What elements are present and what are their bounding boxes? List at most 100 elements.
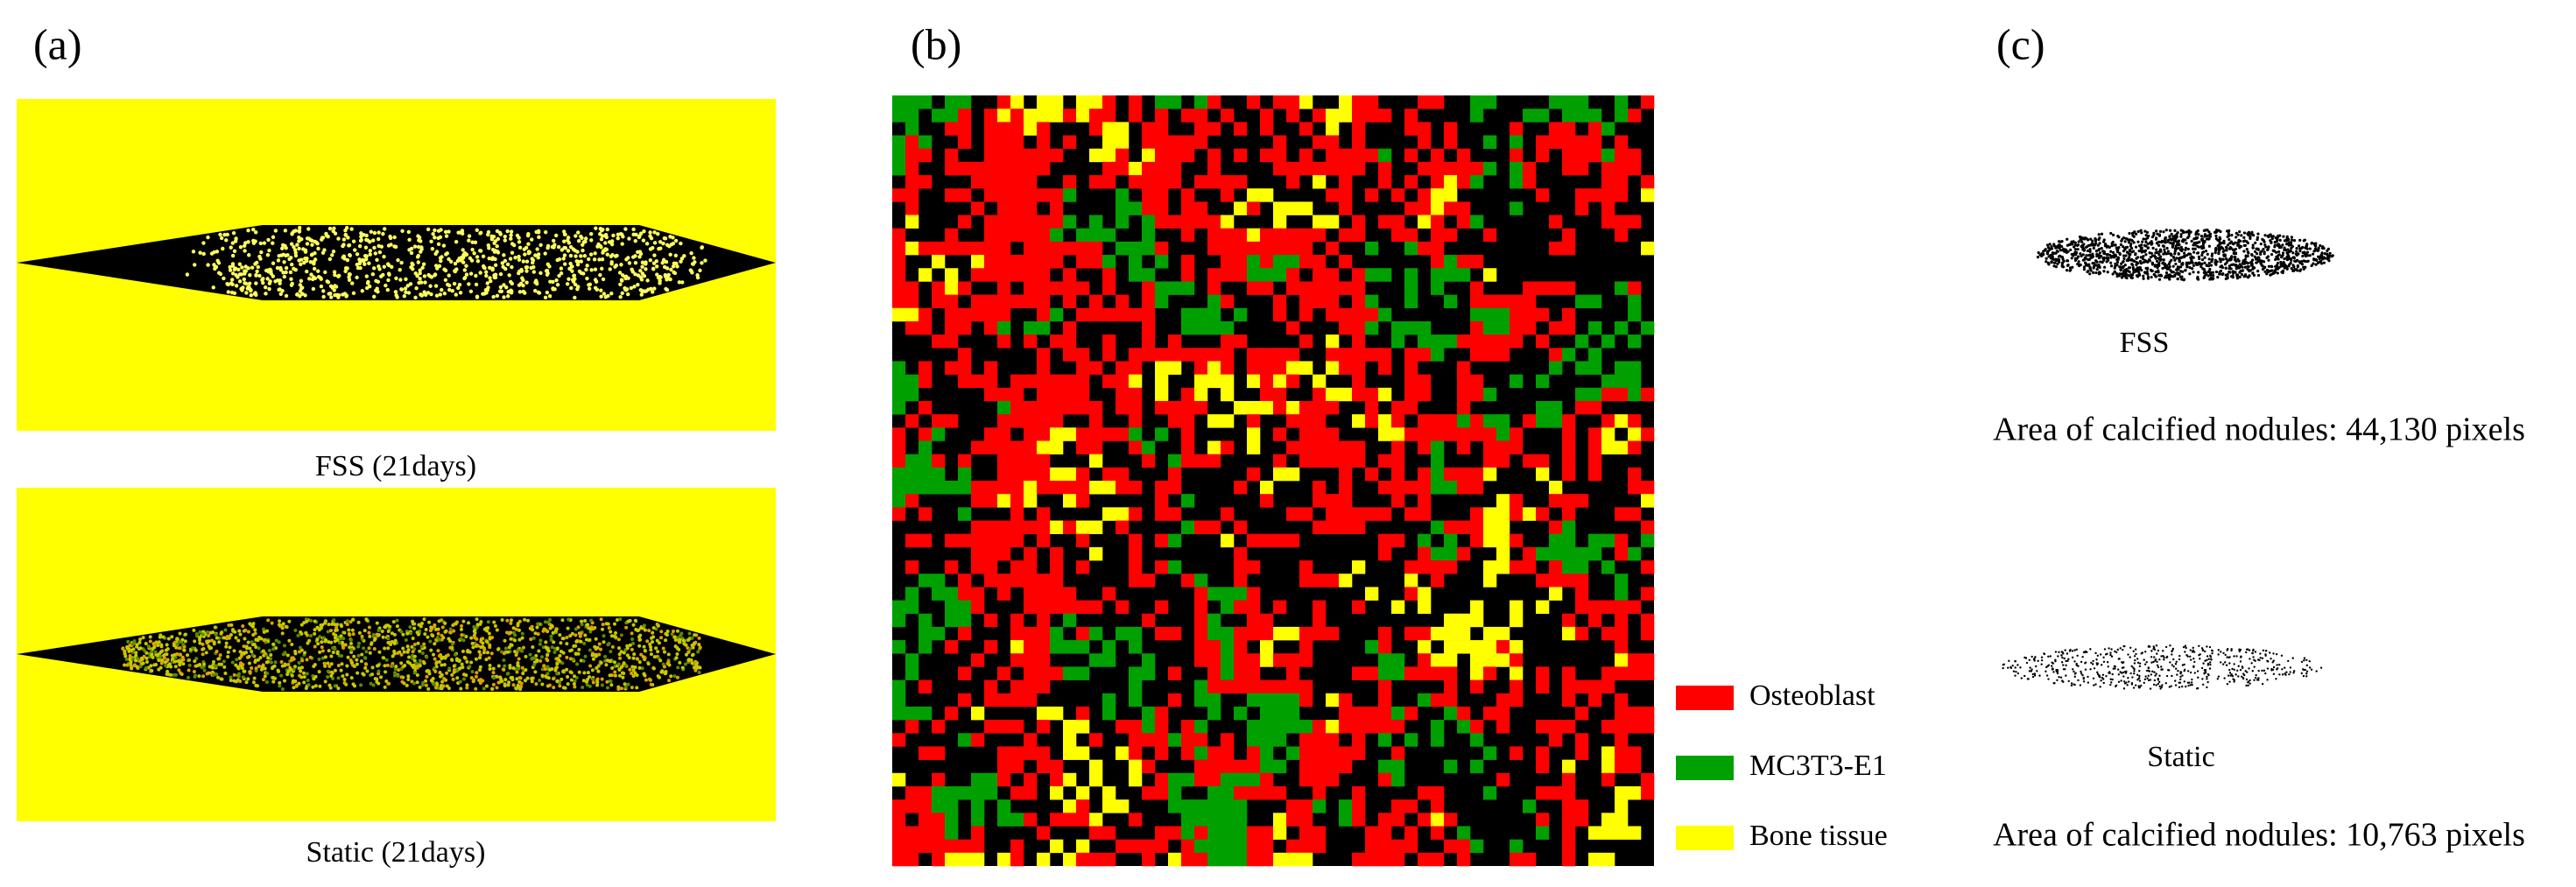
bone-dot: [348, 272, 352, 277]
bone-dot: [576, 238, 581, 243]
cell: [1089, 626, 1103, 641]
bone-dot: [254, 281, 258, 285]
cell: [892, 481, 906, 495]
cell: [1273, 307, 1287, 322]
cell: [1536, 574, 1550, 588]
cell-dot: [642, 644, 646, 649]
bone-dot: [645, 278, 650, 283]
nodule-dot: [2094, 271, 2098, 275]
bone-dot: [364, 254, 369, 258]
cell-dot: [586, 623, 590, 627]
cell: [1155, 374, 1169, 389]
bone-dot: [602, 292, 607, 296]
cell-dot: [619, 665, 623, 669]
cell: [1089, 546, 1103, 561]
cell-dot: [212, 659, 216, 664]
cell: [958, 122, 972, 136]
cell-dot: [357, 630, 362, 635]
cell: [945, 320, 959, 335]
cell-dot: [401, 632, 405, 637]
bone-dot: [651, 290, 655, 294]
bone-dot: [692, 256, 696, 260]
cell: [918, 268, 933, 282]
cell: [1076, 440, 1090, 454]
cell: [1431, 348, 1445, 362]
cell-dot: [197, 674, 201, 679]
cell-dot: [399, 675, 404, 679]
cell-dot: [298, 645, 302, 650]
cell-dot: [248, 646, 252, 651]
cell: [1391, 427, 1405, 441]
cell-dot: [605, 686, 609, 690]
bone-dot: [336, 274, 341, 278]
bone-dot: [523, 252, 527, 257]
bone-dot: [230, 241, 236, 245]
cell: [1050, 215, 1064, 229]
bone-dot: [361, 257, 365, 263]
nodule-dot: [2310, 264, 2313, 268]
cell-dot: [465, 686, 469, 690]
cell: [1615, 387, 1629, 402]
cell: [1181, 852, 1195, 867]
cell-dot: [280, 631, 285, 636]
cell-dot: [332, 618, 336, 623]
cell: [1628, 467, 1642, 482]
bone-dot: [545, 269, 550, 273]
bone-dot: [377, 230, 381, 235]
cell-dot: [441, 655, 446, 659]
cell-dot: [439, 674, 443, 679]
cell-dot: [293, 665, 298, 669]
cell: [1142, 320, 1156, 335]
cell-dot: [248, 671, 252, 675]
cell: [1221, 826, 1235, 840]
cell: [997, 481, 1011, 495]
cell: [1181, 307, 1195, 322]
cell-dot: [284, 624, 288, 629]
cell: [1404, 241, 1418, 256]
cell-dot: [577, 647, 581, 651]
bone-dot: [648, 234, 652, 238]
bone-dot: [403, 286, 408, 291]
cell: [1037, 440, 1051, 454]
cell-dot: [509, 618, 513, 623]
cell-dot: [347, 628, 351, 632]
cell: [1234, 520, 1248, 534]
cell-dot: [416, 641, 420, 645]
cell: [1299, 839, 1313, 854]
cell-dot: [130, 642, 135, 646]
cell-dot: [614, 630, 618, 635]
cell: [1378, 215, 1392, 229]
cell-dot: [198, 641, 202, 645]
cell: [1142, 706, 1156, 721]
cell: [905, 666, 919, 680]
cell: [1273, 626, 1287, 641]
bone-dot: [221, 246, 225, 251]
cell: [1286, 706, 1300, 721]
cell: [918, 361, 933, 375]
nodule-dot: [2173, 252, 2177, 256]
cell-dot: [572, 644, 576, 648]
cell-dot: [521, 672, 525, 676]
cell: [1641, 772, 1655, 787]
cell-dot: [419, 644, 424, 649]
cell: [1037, 374, 1051, 389]
cell: [1116, 361, 1130, 375]
cell: [905, 148, 919, 163]
cell-dot: [217, 640, 222, 644]
bone-dot: [517, 257, 522, 262]
bone-dot: [562, 232, 567, 236]
cell-dot: [575, 662, 580, 666]
cell: [1063, 481, 1077, 495]
cell: [1326, 733, 1340, 747]
cell-dot: [165, 658, 170, 662]
cell: [1549, 241, 1563, 256]
cell: [1470, 613, 1484, 628]
bone-dot: [201, 241, 206, 245]
bone-dot: [368, 252, 372, 257]
bone-dot: [255, 260, 259, 265]
cell-dot: [215, 636, 219, 640]
cell-dot: [465, 683, 469, 687]
cell-dot: [532, 656, 537, 660]
cell: [1313, 839, 1327, 854]
cell-dot: [609, 630, 613, 634]
